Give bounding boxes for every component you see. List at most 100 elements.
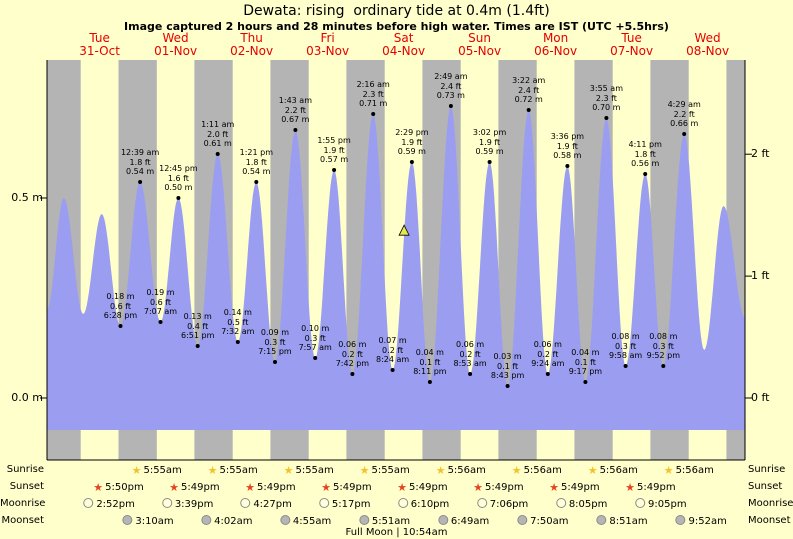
- tide-label-line: 0.2 ft: [537, 349, 559, 359]
- moonset-circle-icon: [279, 515, 290, 525]
- moonset-time: 4:02am: [214, 516, 253, 527]
- tide-extreme-dot: [545, 372, 550, 376]
- moonset-time: 8:51am: [609, 516, 648, 527]
- astro-row-label-right-sunset: Sunset: [748, 481, 783, 492]
- sunrise-star-icon: ★: [283, 464, 294, 477]
- tide-label-high: 4:11 pm 1.8 ft 0.56 m: [628, 140, 661, 169]
- tide-label-line: 0.58 m: [553, 151, 582, 160]
- tide-label-line: 0.1 ft: [574, 357, 596, 367]
- sunrise-entry: ★ 5:56am: [664, 464, 714, 477]
- moonset-entry: 9:52am: [675, 515, 727, 528]
- moonset-circle-icon: [517, 515, 528, 525]
- tide-label-line: 0.5 ft: [227, 317, 249, 327]
- tide-label-low: 0.14 m 0.5 ft 7:32 am: [221, 308, 254, 337]
- current-time-marker: [398, 224, 410, 236]
- tide-label-line: 3:22 am: [512, 76, 546, 85]
- tide-label-line: 0.18 m: [106, 292, 135, 301]
- sunset-star-icon: ★: [245, 481, 256, 494]
- tide-label-line: 2.3 ft: [595, 93, 617, 103]
- moonset-circle-icon: [596, 515, 607, 525]
- tide-label-line: 0.4 ft: [187, 321, 209, 331]
- tide-label-line: 0.14 m: [223, 308, 252, 317]
- tide-extreme-dot: [604, 116, 609, 120]
- left-axis-label: 0.5 m: [11, 191, 43, 204]
- sunrise-star-icon: ★: [435, 464, 446, 477]
- tide-extreme-dot: [371, 112, 376, 116]
- tide-extreme-dot: [332, 168, 337, 172]
- sunrise-time: 5:55am: [295, 465, 334, 476]
- tide-label-line: 0.6 ft: [109, 301, 132, 311]
- tide-label-line: 0.54 m: [242, 167, 271, 176]
- tide-label-line: 8:11 pm: [413, 367, 447, 376]
- tide-label-line: 2.2 ft: [673, 109, 695, 119]
- tide-label-high: 3:02 pm 1.9 ft 0.59 m: [473, 128, 506, 157]
- tide-extreme-dot: [643, 172, 648, 176]
- tide-label-line: 0.06 m: [533, 340, 562, 349]
- sunset-star-icon: ★: [625, 481, 636, 494]
- tide-label-line: 2:29 pm: [395, 128, 429, 137]
- sunrise-time: 5:56am: [447, 465, 486, 476]
- tide-label-high: 12:45 pm 1.6 ft 0.50 m: [159, 164, 197, 193]
- moonset-entry: 4:02am: [201, 515, 252, 528]
- tide-extreme-dot: [390, 368, 395, 372]
- moonset-circle-icon: [358, 515, 369, 525]
- day-date: 04-Nov: [382, 44, 426, 58]
- sunset-time: 5:49pm: [637, 482, 676, 493]
- sunrise-time: 5:55am: [143, 465, 182, 476]
- moonrise-circle-icon: [555, 498, 566, 508]
- tide-label-line: 0.10 m: [301, 324, 330, 333]
- tide-label-line: 2.2 ft: [284, 105, 306, 115]
- sunrise-star-icon: ★: [587, 464, 598, 477]
- tide-label-line: 8:43 pm: [490, 371, 525, 380]
- tide-label-low: 0.10 m 0.3 ft 7:57 am: [299, 324, 332, 353]
- right-axis-label: 0 ft: [751, 391, 770, 404]
- sunrise-entry: ★ 5:56am: [512, 464, 562, 477]
- moonrise-circle-icon: [240, 498, 251, 508]
- tide-label-line: 0.57 m: [320, 155, 349, 164]
- tide-label-line: 0.3 ft: [615, 341, 637, 351]
- tide-label-line: 6:51 pm: [180, 331, 215, 340]
- moonset-entry: 8:51am: [596, 515, 648, 528]
- tide-label-line: 0.2 ft: [459, 349, 481, 359]
- moonset-circle-icon: [437, 515, 448, 525]
- astro-row-label-left-sunrise: Sunrise: [6, 464, 44, 475]
- day-label: Mon 06-Nov: [534, 32, 577, 58]
- sunset-entry: ★ 5:49pm: [473, 481, 523, 494]
- tide-label-line: 2.0 ft: [207, 129, 229, 139]
- moonrise-entry: 5:17pm: [318, 498, 370, 511]
- moonrise-circle-icon: [397, 498, 408, 508]
- sunrise-time: 5:55am: [371, 465, 410, 476]
- sunset-time: 5:49pm: [409, 482, 448, 493]
- tide-label-line: 8:24 am: [375, 355, 410, 364]
- day-date: 31-Oct: [79, 44, 120, 58]
- moonrise-time: 3:39pm: [174, 499, 214, 510]
- tide-extreme-dot: [487, 160, 492, 164]
- tide-label-line: 0.73 m: [436, 91, 465, 100]
- tide-label-line: 0.13 m: [183, 312, 212, 321]
- sunset-star-icon: ★: [473, 481, 484, 494]
- tide-label-line: 0.07 m: [378, 336, 407, 345]
- tide-label-line: 0.3 ft: [264, 337, 286, 347]
- sunrise-time: 5:55am: [219, 465, 258, 476]
- tide-extreme-dot: [468, 372, 473, 376]
- day-date: 06-Nov: [534, 44, 578, 58]
- moonrise-circle-icon: [161, 498, 172, 508]
- tide-extreme-dot: [409, 160, 414, 164]
- tide-label-line: 1.8 ft: [245, 157, 267, 167]
- day-name: Wed: [694, 31, 721, 45]
- moonrise-circle-icon: [476, 498, 487, 508]
- tide-extreme-dot: [273, 360, 277, 364]
- sunset-entry: ★ 5:49pm: [245, 481, 295, 494]
- tide-extreme-dot: [682, 132, 687, 136]
- tide-extreme-dot: [215, 152, 220, 156]
- moonrise-circle-icon: [83, 498, 94, 508]
- day-name: Fri: [320, 31, 335, 45]
- sunset-entry: ★ 5:49pm: [397, 481, 447, 494]
- day-date: 07-Nov: [610, 44, 654, 58]
- tide-label-high: 2:29 pm 1.9 ft 0.59 m: [395, 128, 428, 157]
- sunrise-star-icon: ★: [663, 464, 674, 477]
- day-name: Sun: [468, 31, 491, 45]
- moonset-entry: 5:51am: [358, 515, 410, 528]
- right-axis-label: 1 ft: [751, 269, 770, 283]
